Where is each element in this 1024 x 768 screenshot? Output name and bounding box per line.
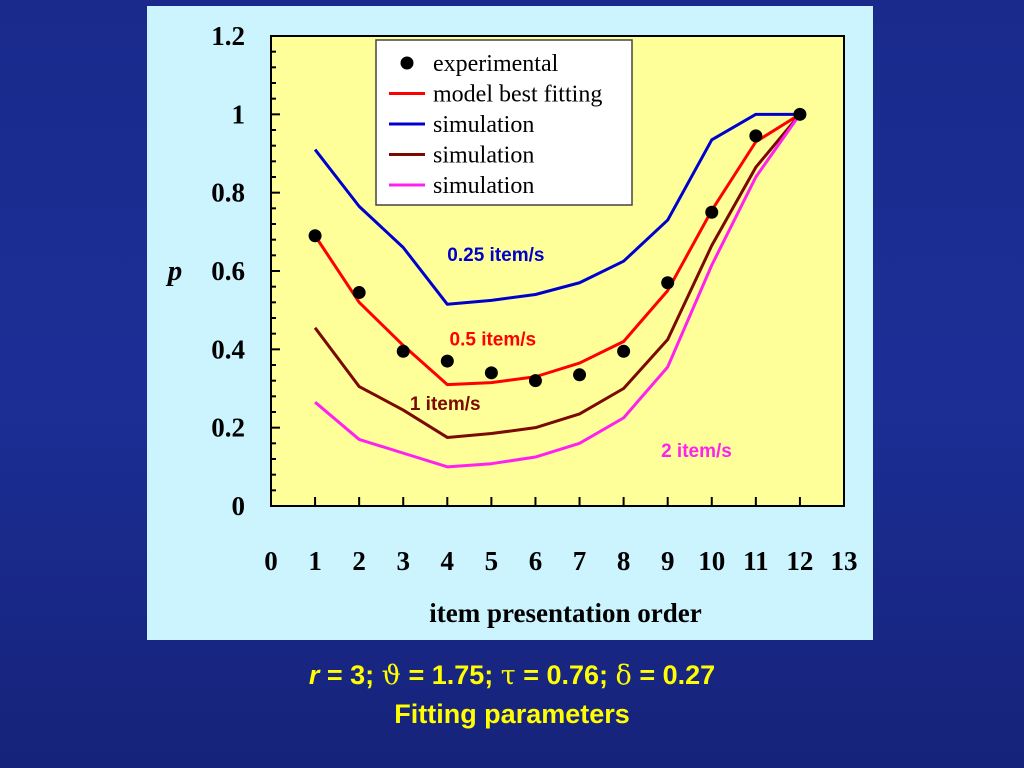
legend-label: model best fitting (433, 82, 602, 108)
y-axis-label: p (165, 255, 183, 287)
legend: experimental model best fitting simulation… (375, 39, 633, 206)
param-tau-symbol: τ (500, 660, 516, 691)
x-tick-label: 9 (661, 546, 675, 576)
legend-label: simulation (433, 143, 534, 169)
experimental-point (440, 354, 454, 368)
legend-marker-dot (400, 56, 414, 70)
param-theta-value: = 1.75; (400, 660, 501, 690)
y-tick-label: 0.6 (211, 256, 245, 286)
chart-panel: 0 0.2 0.4 0.6 0.8 1 1.2 0 1 2 3 4 5 6 7 8 9 10 11 12 13 item … (147, 6, 873, 640)
experimental-point (308, 229, 322, 243)
param-delta-value: = 0.27 (631, 660, 716, 690)
param-r-value: = 3; (319, 660, 382, 690)
x-tick-label: 7 (573, 546, 587, 576)
y-tick-label: 0.4 (211, 334, 245, 364)
experimental-point (617, 344, 631, 358)
legend-label: simulation (433, 112, 534, 138)
x-tick-label: 6 (529, 546, 543, 576)
legend-label: simulation (433, 173, 534, 199)
y-tick-label: 1 (232, 99, 246, 129)
rate-annotation: 0.5 item/s (450, 329, 537, 350)
experimental-point (396, 344, 410, 358)
param-delta-symbol: δ (615, 660, 632, 691)
param-theta-symbol: ϑ (381, 660, 401, 691)
y-tick-label: 0 (232, 491, 246, 521)
model-best-fitting-line (313, 113, 801, 387)
x-axis-label: item presentation order (429, 598, 701, 628)
x-tick-label: 4 (441, 546, 455, 576)
x-tick-label: 11 (743, 546, 769, 576)
x-tick-label: 10 (698, 546, 725, 576)
experimental-point (573, 368, 587, 382)
caption-subtitle: Fitting parameters (394, 699, 630, 729)
experimental-point (705, 205, 719, 219)
x-tick-label: 2 (352, 546, 366, 576)
simulation-line-brown (313, 113, 802, 439)
y-tick-label: 0.8 (211, 178, 245, 208)
experimental-point (528, 374, 542, 388)
x-tick-label: 1 (308, 546, 322, 576)
fitting-parameters-line: r = 3; ϑ = 1.75; τ = 0.76; δ = 0.27 (0, 656, 1024, 695)
x-tick-label: 3 (396, 546, 410, 576)
rate-annotation: 2 item/s (661, 441, 732, 462)
x-tick-label: 8 (617, 546, 631, 576)
y-tick-label: 1.2 (211, 21, 245, 51)
simulation-line-magenta (314, 113, 802, 469)
legend-label: experimental (433, 51, 559, 77)
experimental-point (484, 366, 498, 380)
experimental-point (793, 107, 807, 121)
x-tick-label: 5 (485, 546, 499, 576)
x-tick-label: 12 (786, 546, 813, 576)
experimental-point (749, 129, 763, 143)
y-tick-label: 0.2 (211, 413, 245, 443)
x-tick-label: 0 (264, 546, 278, 576)
experimental-point (661, 276, 675, 290)
x-tick-label: 13 (831, 546, 858, 576)
param-r-symbol: r (308, 660, 320, 690)
caption: r = 3; ϑ = 1.75; τ = 0.76; δ = 0.27 Fitt… (0, 656, 1024, 733)
rate-annotation: 1 item/s (410, 394, 481, 415)
param-tau-value: = 0.76; (515, 660, 616, 690)
rate-annotation: 0.25 item/s (447, 245, 544, 266)
chart: 00.20.40.60.811.20 1 2 3 4 5 6 7 8 9 10 11 12 13item … (165, 21, 858, 628)
experimental-point (352, 286, 366, 300)
simulation-line-blue (313, 112, 800, 306)
